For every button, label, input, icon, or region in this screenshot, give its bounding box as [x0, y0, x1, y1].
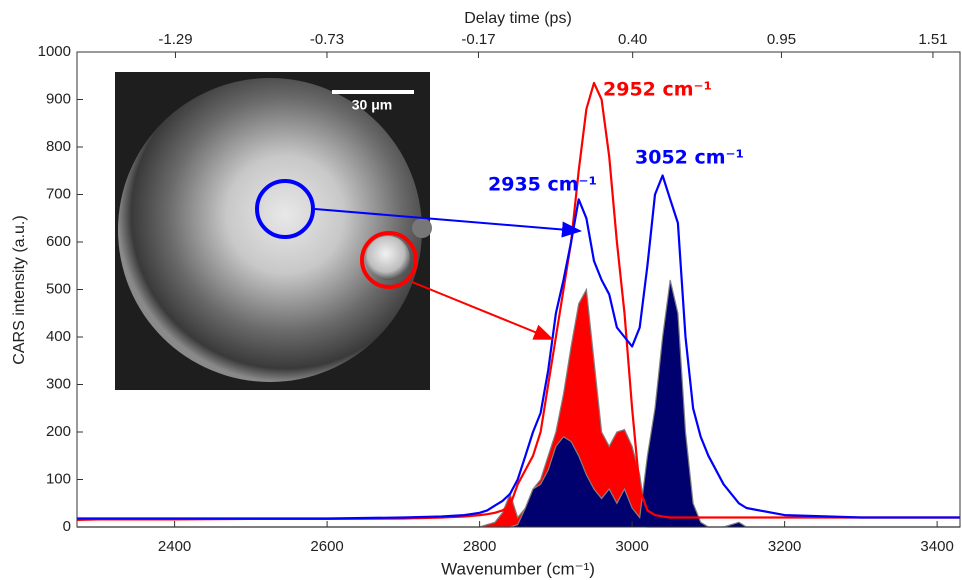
x-axis-label: Wavenumber (cm⁻¹) [441, 559, 595, 578]
y-tick-label: 1000 [38, 43, 71, 60]
y-tick-label: 700 [46, 185, 71, 202]
x2-tick-label: -0.73 [310, 31, 344, 48]
x-tick-label: 2600 [310, 538, 343, 555]
y-tick-label: 800 [46, 138, 71, 155]
droplet [366, 236, 410, 280]
x-tick-label: 2800 [463, 538, 496, 555]
y-tick-label: 900 [46, 90, 71, 107]
x-tick-label: 3200 [768, 538, 801, 555]
x2-tick-label: 1.51 [918, 31, 947, 48]
cell [118, 78, 422, 382]
y-tick-label: 500 [46, 280, 71, 297]
line [77, 174, 960, 520]
red-marker [360, 231, 418, 289]
blue-marker [255, 179, 315, 239]
x2-tick-label: 0.40 [618, 31, 647, 48]
y-tick-label: 100 [46, 470, 71, 487]
y-tick-label: 300 [46, 375, 71, 392]
inset-image: 30 μm [115, 72, 432, 390]
x2-tick-label: -0.17 [461, 31, 495, 48]
x-tick-label: 3000 [615, 538, 648, 555]
y-axis-label: CARS intensity (a.u.) [11, 215, 28, 364]
line [76, 81, 960, 521]
x2-tick-label: -1.29 [158, 31, 192, 48]
x2-tick-label: 0.95 [767, 31, 796, 48]
y-tick-label: 600 [46, 233, 71, 250]
peak-annotation: 2935 cm⁻¹ [488, 174, 597, 196]
y-tick-label: 400 [46, 328, 71, 345]
y-tick-label: 200 [46, 423, 71, 440]
scale-bar-label: 30 μm [352, 97, 392, 113]
x-tick-label: 2400 [158, 538, 191, 555]
x-tick-label: 3400 [920, 538, 953, 555]
x2-axis-label: Delay time (ps) [464, 10, 572, 27]
droplet-edge [412, 218, 432, 238]
y-tick-label: 0 [63, 518, 71, 535]
peak-annotation: 3052 cm⁻¹ [635, 147, 744, 169]
blue-arrow [314, 208, 582, 238]
peak-annotation: 2952 cm⁻¹ [603, 79, 712, 101]
red-arrow [411, 281, 554, 340]
